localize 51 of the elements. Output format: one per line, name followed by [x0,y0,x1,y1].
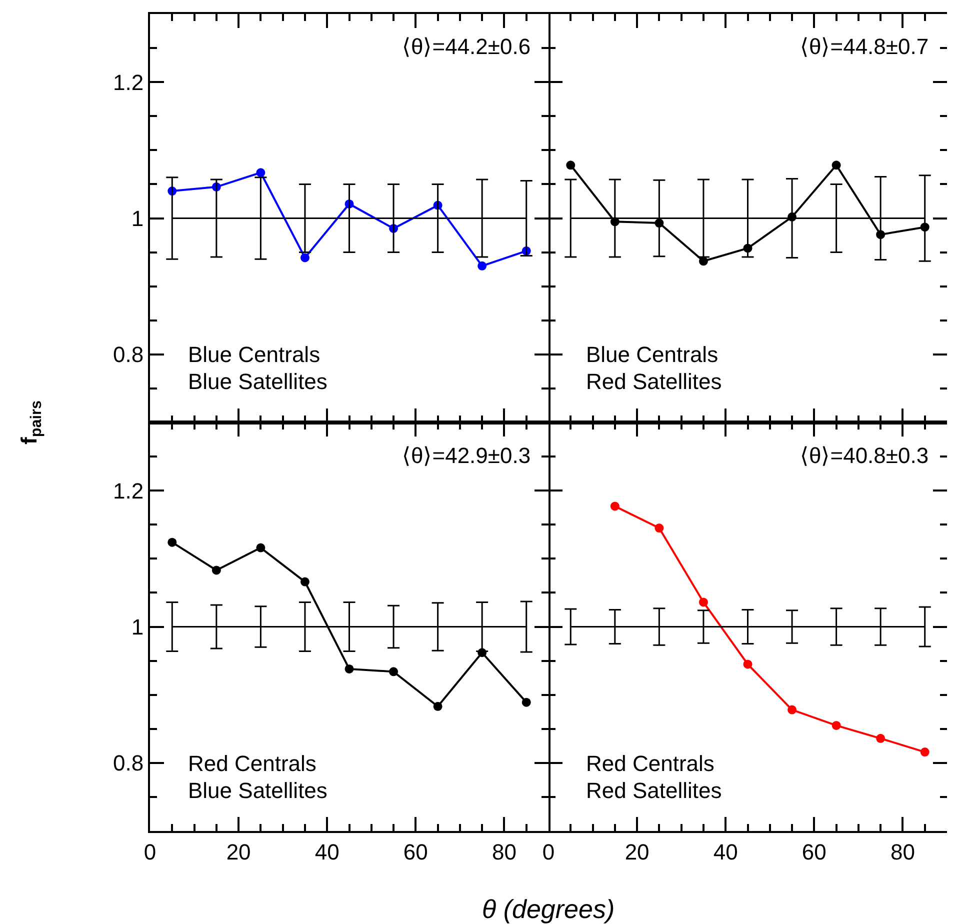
y-tick-label: 1.2 [113,478,144,504]
x-tick-label: 0 [144,839,156,864]
point [876,734,886,743]
annotation: ⟨θ⟩=44.8±0.7 [800,34,929,59]
annotation: ⟨θ⟩=42.9±0.3 [402,443,531,468]
point [566,160,576,170]
point [256,168,266,178]
point [610,502,620,511]
point [168,538,177,547]
annotation: Blue Satellites [188,778,328,803]
point [478,261,487,270]
point [300,577,310,586]
point [698,256,708,266]
point [743,660,752,669]
x-tick-label: 80 [492,839,516,864]
x-tick-label: 60 [802,839,826,864]
point [344,664,354,674]
annotation: Red Centrals [188,751,316,776]
annotation: ⟨θ⟩=44.2±0.6 [402,34,531,59]
x-tick-label: 20 [226,839,251,864]
x-tick-label: 40 [314,839,340,864]
y-tick-label: 1.2 [113,70,144,95]
y-tick-label: 1 [131,206,144,231]
point [920,748,930,757]
annotation: Blue Centrals [188,342,320,367]
point [212,566,221,575]
x-axis-title: θ (degrees) [482,894,615,924]
point [832,720,841,730]
x-tick-label: 40 [713,839,738,864]
point [522,698,531,707]
point [433,702,442,711]
annotation: ⟨θ⟩=40.8±0.3 [800,443,929,468]
x-tick-label: 20 [624,839,650,864]
x-tick-label: 80 [890,839,915,864]
y-tick-label: 0.8 [113,342,144,368]
y-tick-label: 0.8 [113,750,144,776]
point [698,598,708,607]
annotation: Red Centrals [586,751,714,776]
point [300,253,310,262]
point [788,705,797,714]
annotation: Blue Centrals [586,342,718,367]
point [832,160,841,170]
annotation: Blue Satellites [188,369,328,394]
point [256,543,266,552]
point [654,524,664,533]
x-tick-label: 0 [542,839,555,864]
point [389,667,398,676]
annotation: Red Satellites [586,369,722,394]
annotation: Red Satellites [586,778,722,803]
x-tick-label: 60 [403,839,428,864]
y-tick-label: 1 [131,614,144,640]
